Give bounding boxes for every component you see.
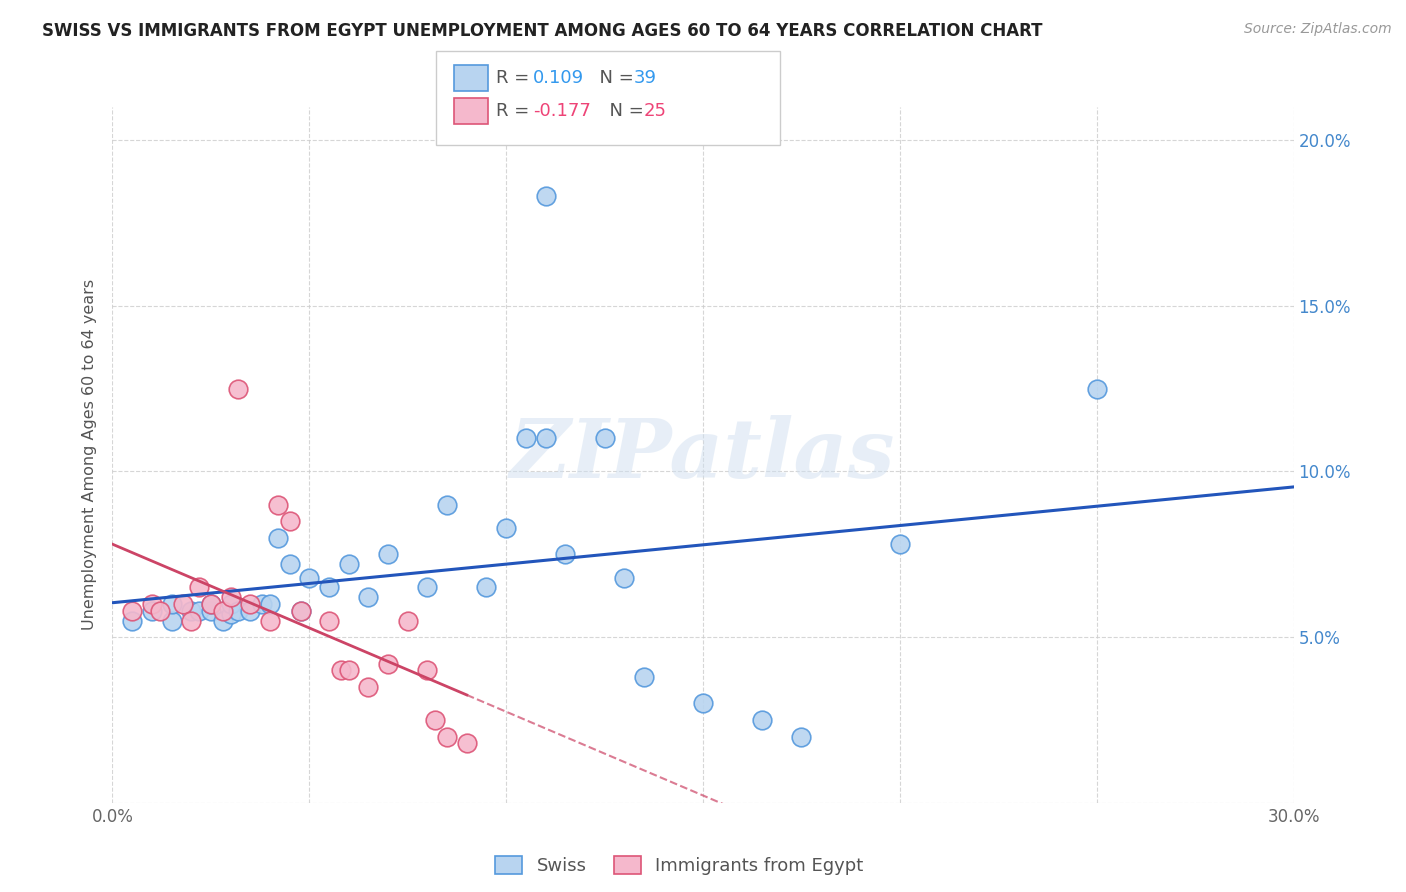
Point — [554, 547, 576, 561]
Text: 39: 39 — [634, 69, 657, 87]
Point — [149, 604, 172, 618]
Point — [121, 614, 143, 628]
Point — [188, 604, 211, 618]
Text: 0.109: 0.109 — [533, 69, 583, 87]
Point — [172, 597, 194, 611]
Text: Source: ZipAtlas.com: Source: ZipAtlas.com — [1244, 22, 1392, 37]
Point — [121, 604, 143, 618]
Point — [593, 431, 616, 445]
Point — [200, 604, 222, 618]
Point — [889, 537, 911, 551]
Point — [475, 581, 498, 595]
Point — [633, 670, 655, 684]
Point — [239, 604, 262, 618]
Y-axis label: Unemployment Among Ages 60 to 64 years: Unemployment Among Ages 60 to 64 years — [82, 279, 97, 631]
Point — [357, 591, 380, 605]
Text: N =: N = — [588, 69, 640, 87]
Point — [259, 597, 281, 611]
Point — [228, 604, 250, 618]
Point — [200, 597, 222, 611]
Point — [141, 597, 163, 611]
Point — [377, 547, 399, 561]
Point — [250, 597, 273, 611]
Text: SWISS VS IMMIGRANTS FROM EGYPT UNEMPLOYMENT AMONG AGES 60 TO 64 YEARS CORRELATIO: SWISS VS IMMIGRANTS FROM EGYPT UNEMPLOYM… — [42, 22, 1043, 40]
Point — [515, 431, 537, 445]
Point — [290, 604, 312, 618]
Point — [211, 604, 233, 618]
Point — [534, 431, 557, 445]
Text: R =: R = — [496, 102, 536, 120]
Legend: Swiss, Immigrants from Egypt: Swiss, Immigrants from Egypt — [486, 847, 873, 884]
Point — [337, 663, 360, 677]
Point — [278, 514, 301, 528]
Point — [1085, 382, 1108, 396]
Point — [416, 663, 439, 677]
Point — [267, 498, 290, 512]
Point — [790, 730, 813, 744]
Point — [456, 736, 478, 750]
Point — [188, 581, 211, 595]
Point — [751, 713, 773, 727]
Point — [298, 570, 321, 584]
Point — [357, 680, 380, 694]
Point — [180, 614, 202, 628]
Point — [219, 597, 242, 611]
Text: 25: 25 — [644, 102, 666, 120]
Text: ZIPatlas: ZIPatlas — [510, 415, 896, 495]
Text: N =: N = — [598, 102, 650, 120]
Point — [436, 498, 458, 512]
Point — [534, 189, 557, 203]
Point — [278, 558, 301, 572]
Point — [290, 604, 312, 618]
Point — [180, 604, 202, 618]
Point — [239, 597, 262, 611]
Point — [318, 581, 340, 595]
Text: -0.177: -0.177 — [533, 102, 591, 120]
Point — [396, 614, 419, 628]
Point — [416, 581, 439, 595]
Point — [267, 531, 290, 545]
Point — [329, 663, 352, 677]
Text: R =: R = — [496, 69, 536, 87]
Point — [219, 607, 242, 621]
Point — [318, 614, 340, 628]
Point — [259, 614, 281, 628]
Point — [160, 597, 183, 611]
Point — [377, 657, 399, 671]
Point — [219, 591, 242, 605]
Point — [160, 614, 183, 628]
Point — [211, 614, 233, 628]
Point — [613, 570, 636, 584]
Point — [228, 382, 250, 396]
Point — [692, 697, 714, 711]
Point — [425, 713, 447, 727]
Point — [141, 604, 163, 618]
Point — [200, 597, 222, 611]
Point — [337, 558, 360, 572]
Point — [495, 521, 517, 535]
Point — [436, 730, 458, 744]
